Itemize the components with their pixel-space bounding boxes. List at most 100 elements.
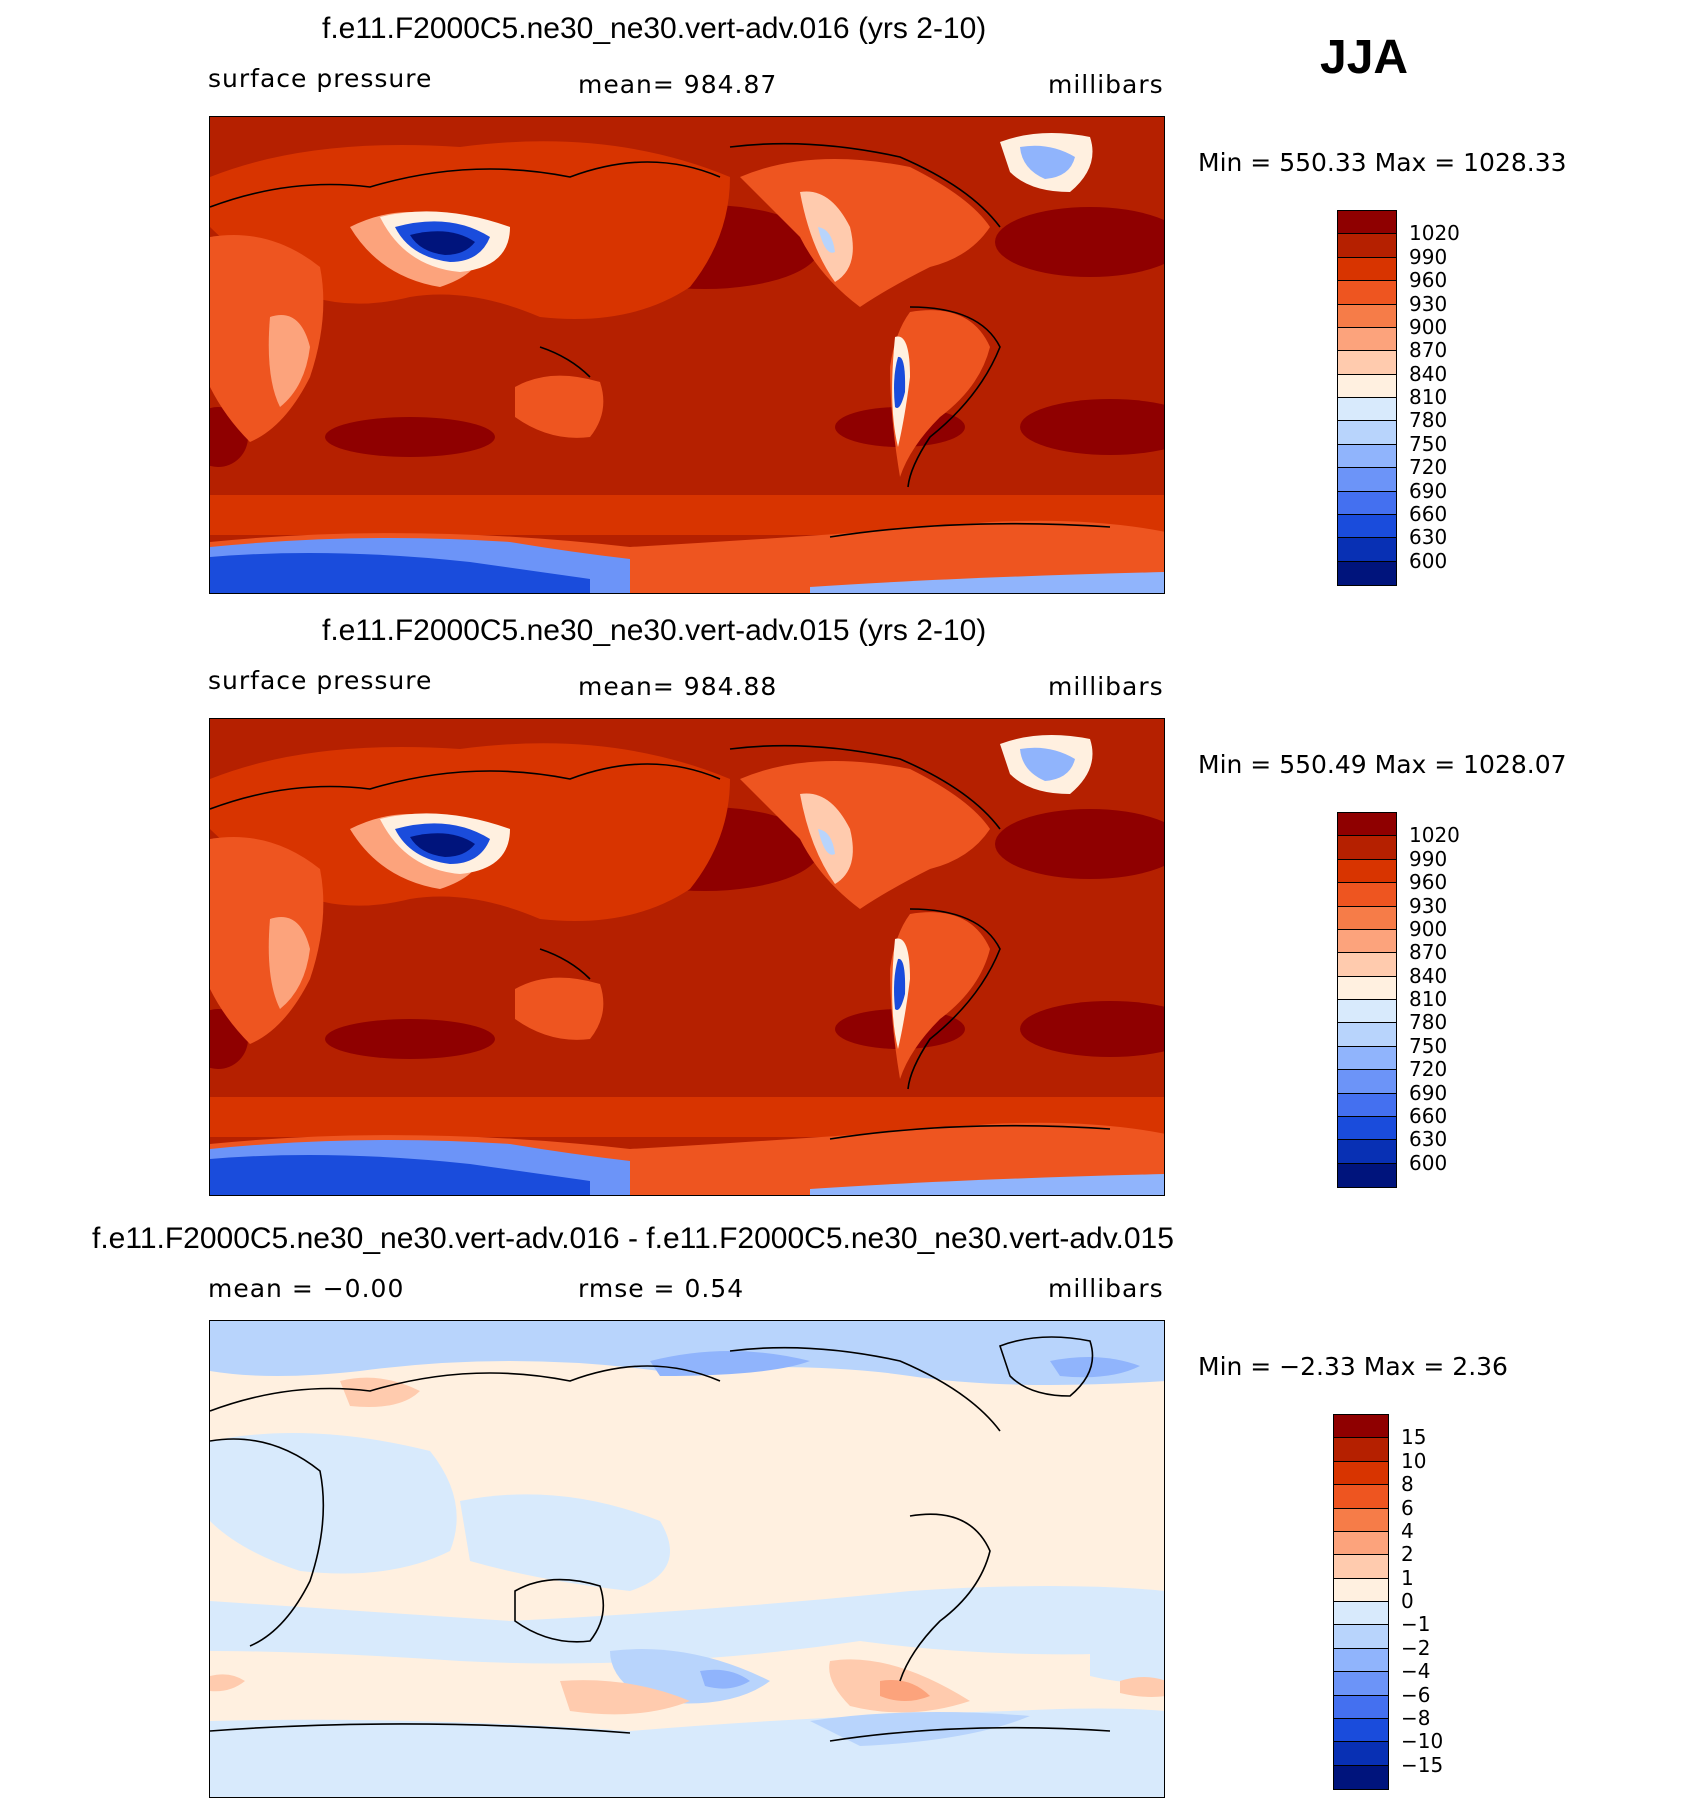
colorbar-swatch xyxy=(1334,1485,1388,1509)
colorbar-label: 750 xyxy=(1409,431,1448,456)
colorbar-swatch xyxy=(1338,211,1396,235)
panel3-map xyxy=(209,1320,1165,1798)
colorbar-swatch xyxy=(1338,1093,1396,1117)
colorbar-label: 960 xyxy=(1409,268,1448,293)
colorbar-label: 6 xyxy=(1401,1495,1414,1520)
colorbar-swatch xyxy=(1338,491,1396,515)
colorbar-label: 1020 xyxy=(1409,221,1460,246)
colorbar-label: 840 xyxy=(1409,963,1448,988)
colorbar-swatch xyxy=(1338,304,1396,328)
colorbar-swatch xyxy=(1338,561,1396,585)
colorbar-label: −1 xyxy=(1401,1612,1431,1637)
colorbar-label: 810 xyxy=(1409,987,1448,1011)
panel2-mean-label: mean= 984.88 xyxy=(578,672,778,701)
panel1-title: f.e11.F2000C5.ne30_ne30.vert-adv.016 (yr… xyxy=(322,12,987,45)
colorbar-label: 4 xyxy=(1401,1518,1414,1543)
panel1-variable-label: surface pressure xyxy=(208,64,433,93)
colorbar-swatch xyxy=(1338,514,1396,539)
panel2-minmax: Min = 550.49 Max = 1028.07 xyxy=(1198,750,1567,779)
colorbar-swatch xyxy=(1338,351,1396,375)
colorbar-label: 960 xyxy=(1409,870,1448,895)
colorbar-label: 8 xyxy=(1401,1472,1414,1497)
colorbar-label: 810 xyxy=(1409,385,1448,409)
colorbar-swatch xyxy=(1338,468,1396,492)
colorbar-swatch xyxy=(1334,1531,1388,1556)
colorbar-label: 900 xyxy=(1409,916,1448,941)
colorbar-label: 930 xyxy=(1409,893,1448,918)
colorbar-swatch xyxy=(1338,976,1396,1000)
colorbar-swatch xyxy=(1338,1023,1396,1047)
colorbar-label: 780 xyxy=(1409,408,1448,433)
colorbar-swatch xyxy=(1338,836,1396,860)
colorbar-swatch xyxy=(1334,1415,1388,1439)
panel3-map-svg xyxy=(210,1321,1164,1797)
colorbar-label: 660 xyxy=(1409,501,1448,526)
colorbar-label: 630 xyxy=(1409,525,1448,550)
panel2-map-svg xyxy=(210,719,1164,1195)
colorbar-label: 1 xyxy=(1401,1565,1414,1590)
colorbar-swatch xyxy=(1338,883,1396,907)
colorbar-swatch xyxy=(1338,1046,1396,1071)
colorbar-swatch xyxy=(1334,1765,1388,1789)
panel3-minmax: Min = −2.33 Max = 2.36 xyxy=(1198,1352,1508,1381)
panel3-title: f.e11.F2000C5.ne30_ne30.vert-adv.016 - f… xyxy=(92,1222,1174,1255)
colorbar-swatch xyxy=(1334,1438,1388,1462)
colorbar-swatch xyxy=(1338,421,1396,445)
colorbar-label: 870 xyxy=(1409,338,1448,363)
colorbar-label: 660 xyxy=(1409,1103,1448,1128)
colorbar-swatch xyxy=(1338,257,1396,282)
panel1-mean-label: mean= 984.87 xyxy=(578,70,778,99)
colorbar-swatch xyxy=(1338,1000,1396,1024)
colorbar-swatch xyxy=(1334,1718,1388,1743)
panel3-units-label: millibars xyxy=(1048,1274,1164,1303)
colorbar-label: −15 xyxy=(1401,1752,1444,1777)
colorbar-label: 870 xyxy=(1409,940,1448,965)
colorbar-label: 720 xyxy=(1409,1057,1448,1082)
colorbar-label: 600 xyxy=(1409,548,1448,573)
panel3-mean-label: mean = −0.00 xyxy=(208,1274,405,1303)
panel2-title: f.e11.F2000C5.ne30_ne30.vert-adv.015 (yr… xyxy=(322,614,987,647)
colorbar-label: 630 xyxy=(1409,1127,1448,1152)
colorbar-swatch xyxy=(1338,444,1396,469)
colorbar-swatch xyxy=(1338,1116,1396,1141)
colorbar-swatch xyxy=(1338,398,1396,422)
colorbar-swatch xyxy=(1334,1625,1388,1649)
colorbar-swatch xyxy=(1334,1602,1388,1626)
colorbar-label: 990 xyxy=(1409,846,1448,871)
colorbar-label: 600 xyxy=(1409,1150,1448,1175)
colorbar-label: 840 xyxy=(1409,361,1448,386)
colorbar-swatch xyxy=(1334,1578,1388,1602)
panel3-rmse-label: rmse = 0.54 xyxy=(578,1274,745,1303)
colorbar-swatch xyxy=(1338,327,1396,352)
panel2-variable-label: surface pressure xyxy=(208,666,433,695)
panel1-map-svg xyxy=(210,117,1164,593)
colorbar-swatch xyxy=(1334,1648,1388,1673)
panel2-map xyxy=(209,718,1165,1196)
colorbar-swatch xyxy=(1334,1461,1388,1486)
colorbar-label: 900 xyxy=(1409,314,1448,339)
colorbar-swatch xyxy=(1334,1742,1388,1766)
colorbar-swatch xyxy=(1338,1070,1396,1094)
colorbar-swatch xyxy=(1334,1555,1388,1579)
colorbar-swatch xyxy=(1338,281,1396,305)
colorbar-swatch xyxy=(1338,929,1396,954)
colorbar-swatch xyxy=(1338,953,1396,977)
colorbar-label: −2 xyxy=(1401,1635,1431,1660)
colorbar-swatch xyxy=(1338,374,1396,398)
colorbar-swatch xyxy=(1338,906,1396,930)
panel3-colorbar xyxy=(1333,1414,1389,1790)
panel2-units-label: millibars xyxy=(1048,672,1164,701)
colorbar-label: 690 xyxy=(1409,1080,1448,1105)
colorbar-label: 690 xyxy=(1409,478,1448,503)
colorbar-label: −4 xyxy=(1401,1659,1431,1684)
panel1-units-label: millibars xyxy=(1048,70,1164,99)
panel1-map xyxy=(209,116,1165,594)
colorbar-label: −10 xyxy=(1401,1729,1444,1754)
panel2-colorbar xyxy=(1337,812,1397,1188)
colorbar-label: 10 xyxy=(1401,1448,1427,1473)
colorbar-label: −6 xyxy=(1401,1682,1431,1707)
colorbar-swatch xyxy=(1334,1695,1388,1719)
colorbar-label: 990 xyxy=(1409,244,1448,269)
panel1-colorbar xyxy=(1337,210,1397,586)
colorbar-swatch xyxy=(1338,1163,1396,1187)
